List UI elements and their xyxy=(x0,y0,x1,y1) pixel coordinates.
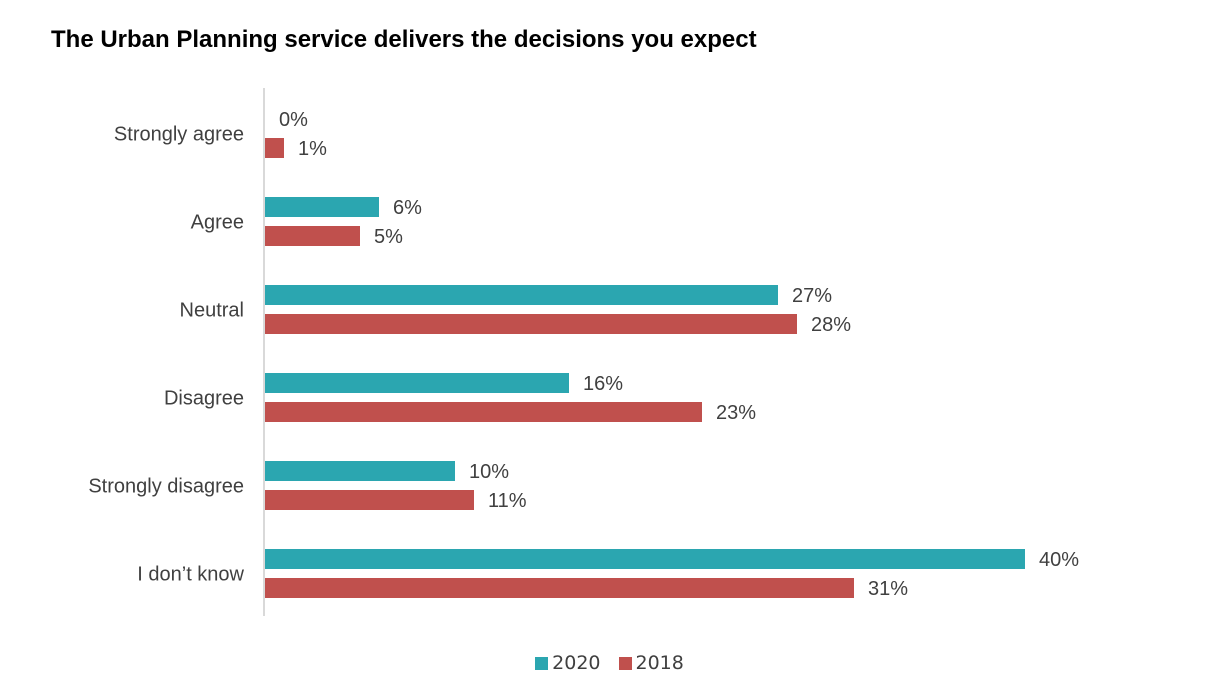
legend-swatch xyxy=(535,656,549,670)
data-label: 1% xyxy=(298,138,327,160)
category-label: Strongly agree xyxy=(114,124,244,146)
data-label: 23% xyxy=(716,402,756,424)
bar-2018 xyxy=(265,578,854,598)
bar-2018 xyxy=(265,226,360,246)
data-label: 31% xyxy=(868,578,908,600)
category-label: I don’t know xyxy=(137,564,244,586)
data-label: 16% xyxy=(583,373,623,395)
chart-title: The Urban Planning service delivers the … xyxy=(51,26,757,53)
bar-2020 xyxy=(265,461,455,481)
bar-2018 xyxy=(265,314,797,334)
legend-swatch xyxy=(618,656,632,670)
legend-item-2018: 2018 xyxy=(618,652,684,674)
category-label: Neutral xyxy=(180,300,244,322)
bar-2020 xyxy=(265,549,1025,569)
category-label: Strongly disagree xyxy=(88,476,244,498)
bar-2018 xyxy=(265,138,284,158)
data-label: 40% xyxy=(1039,549,1079,571)
bar-2020 xyxy=(265,285,778,305)
data-label: 28% xyxy=(811,314,851,336)
category-label: Agree xyxy=(191,212,244,234)
category-label: Disagree xyxy=(164,388,244,410)
data-label: 27% xyxy=(792,285,832,307)
data-label: 5% xyxy=(374,226,403,248)
data-label: 6% xyxy=(393,197,422,219)
data-label: 11% xyxy=(488,490,527,512)
legend-label: 2020 xyxy=(552,652,601,674)
legend-item-2020: 2020 xyxy=(535,652,601,674)
bar-2020 xyxy=(265,197,379,217)
bar-chart: Strongly agree Agree Neutral Disagree Strong… xyxy=(88,88,1079,616)
legend-label: 2018 xyxy=(635,652,684,674)
data-label: 0% xyxy=(279,109,308,131)
bar-2018 xyxy=(265,402,702,422)
legend: 2020 2018 xyxy=(0,652,1219,674)
bar-2018 xyxy=(265,490,474,510)
bar-2020 xyxy=(265,373,569,393)
data-label: 10% xyxy=(469,461,509,483)
